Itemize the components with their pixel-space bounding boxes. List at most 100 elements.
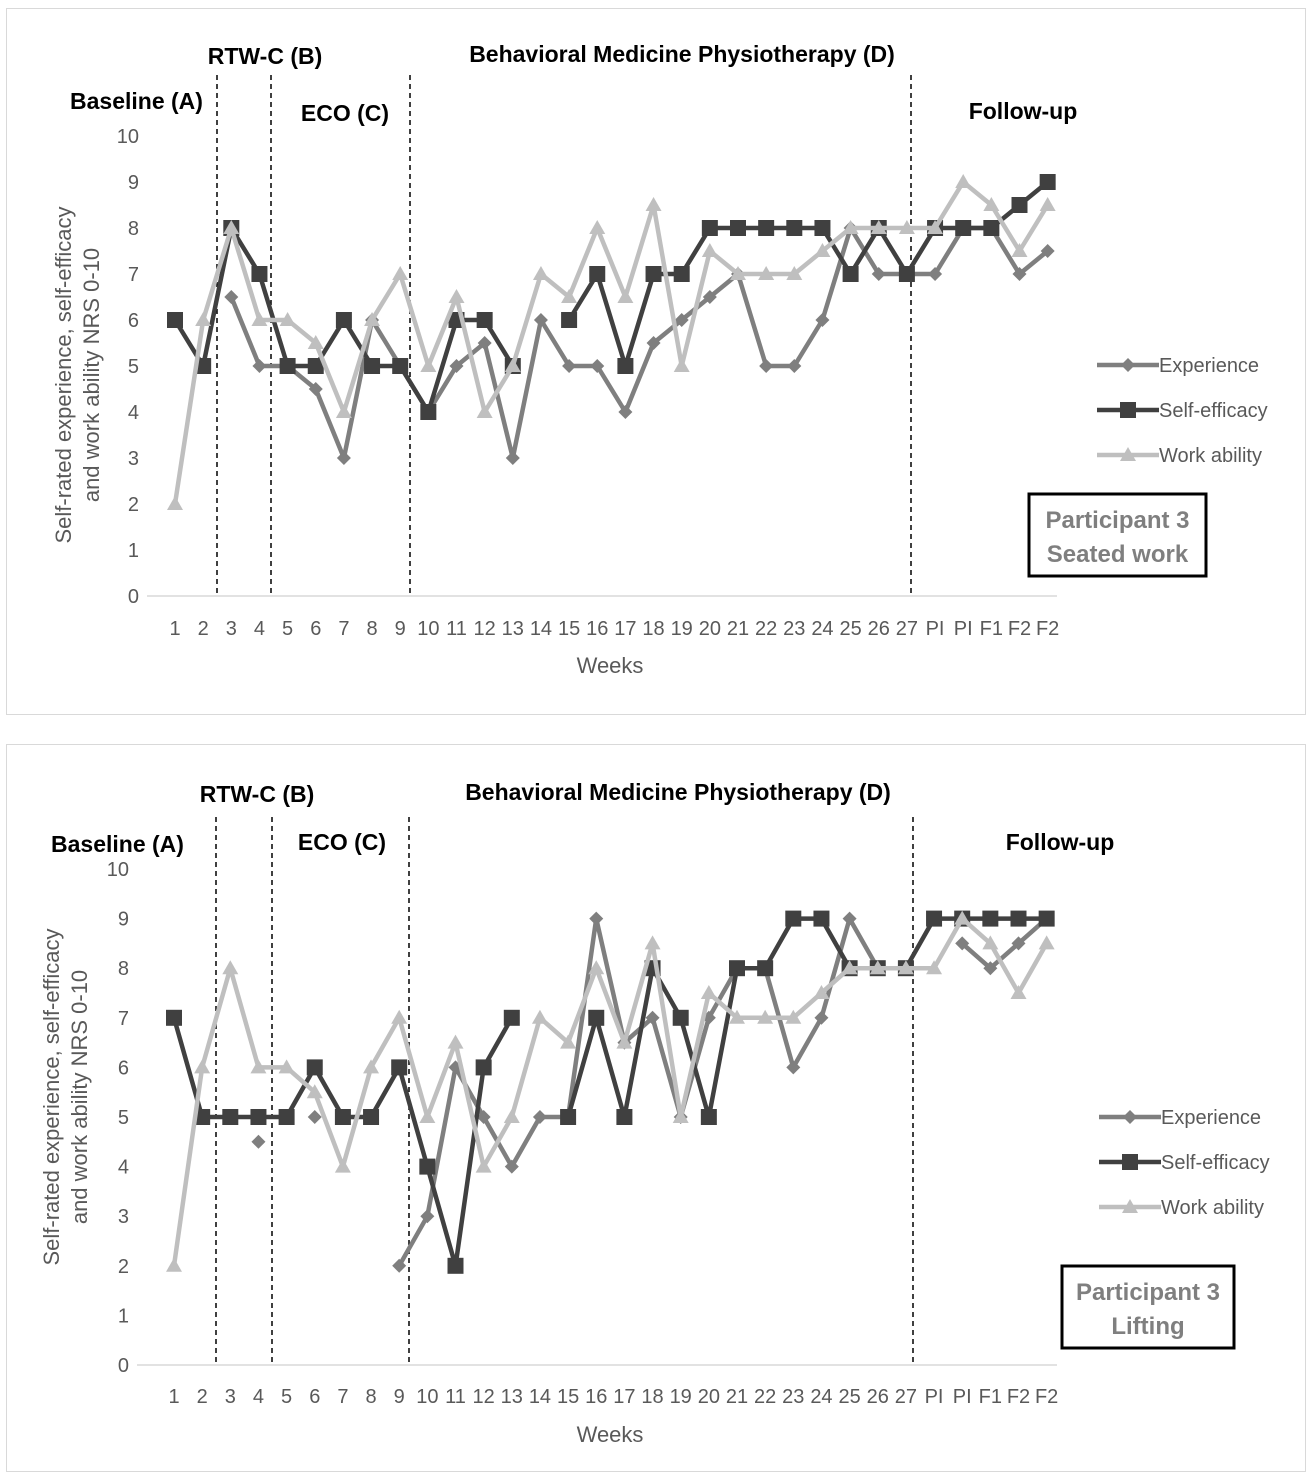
- x-tick-label: 22: [754, 1386, 776, 1408]
- x-tick-label: 15: [558, 618, 580, 640]
- data-point: [251, 266, 268, 282]
- data-point: [616, 1109, 633, 1125]
- chart-panel-seated-work: Self-rated experience, self-efficacy and…: [6, 8, 1306, 715]
- data-point: [757, 1009, 774, 1024]
- data-point: [926, 910, 943, 927]
- phase-boundaries: [215, 817, 914, 1365]
- x-tick-label: 23: [782, 1386, 804, 1408]
- data-point: [616, 1034, 633, 1049]
- legend-swatch-marker: [1123, 1110, 1137, 1124]
- data-point: [813, 985, 830, 999]
- data-point: [420, 1209, 435, 1224]
- x-tick-label: PI: [954, 618, 973, 640]
- data-point: [1010, 910, 1027, 927]
- chart-panel-lifting: Self-rated experience, self-efficacy and…: [6, 744, 1306, 1472]
- data-point: [167, 496, 183, 510]
- data-point: [814, 243, 831, 257]
- data-point: [589, 220, 606, 234]
- x-tick-label: 11: [445, 1386, 466, 1408]
- phase-label: Baseline (A): [51, 831, 184, 857]
- x-tick-label: 7: [337, 1386, 348, 1408]
- legend-label: Experience: [1161, 1107, 1261, 1129]
- data-point: [363, 1109, 380, 1125]
- y-tick-label: 7: [118, 1008, 129, 1030]
- data-point: [955, 936, 970, 951]
- x-tick-label: 25: [839, 618, 861, 640]
- data-point: [1012, 267, 1027, 281]
- data-point: [673, 358, 690, 372]
- data-point: [757, 960, 774, 977]
- data-point: [391, 1009, 408, 1024]
- data-point: [392, 1258, 407, 1273]
- x-tick-label: 13: [501, 1386, 523, 1408]
- data-point: [870, 220, 887, 234]
- y-tick-label: 5: [118, 1107, 129, 1129]
- y-axis-title-line1: Self-rated experience, self-efficacy: [39, 928, 64, 1265]
- x-tick-label: 16: [586, 618, 608, 640]
- data-point: [841, 960, 858, 975]
- x-tick-label: 24: [811, 618, 833, 640]
- legend-item: Experience: [1099, 1107, 1261, 1129]
- x-tick-label: PI: [953, 1386, 972, 1408]
- data-point: [448, 289, 465, 303]
- legend-item: Work ability: [1099, 1197, 1264, 1219]
- legend-label: Work ability: [1159, 445, 1262, 467]
- y-tick-label: 10: [117, 126, 139, 148]
- data-point: [531, 1009, 548, 1024]
- legend-item: Self-efficacy: [1099, 1152, 1270, 1174]
- series-line: [171, 916, 1049, 1267]
- data-point: [251, 1134, 266, 1149]
- data-point: [701, 220, 718, 236]
- phase-label: RTW-C (B): [200, 781, 315, 807]
- y-axis-title: Self-rated experience, self-efficacy and…: [51, 206, 104, 543]
- data-point: [786, 220, 803, 236]
- y-tick-label: 9: [128, 172, 139, 194]
- legend-label: Work ability: [1161, 1197, 1264, 1219]
- x-tick-label: 12: [473, 1386, 495, 1408]
- data-point: [224, 290, 239, 304]
- x-tick-label: 23: [783, 618, 805, 640]
- data-point: [449, 359, 464, 373]
- x-tick-label: 14: [530, 618, 552, 640]
- data-point: [336, 451, 351, 465]
- x-tick-label: 15: [557, 1386, 579, 1408]
- x-tick-label: 26: [868, 618, 890, 640]
- chart-svg-lifting: Self-rated experience, self-efficacy and…: [39, 779, 1270, 1447]
- data-point: [983, 961, 998, 976]
- data-point: [869, 960, 886, 975]
- y-axis-title: Self-rated experience, self-efficacy and…: [39, 928, 92, 1265]
- data-point: [672, 1109, 689, 1123]
- data-point: [307, 358, 324, 374]
- x-tick-label: F1: [979, 1386, 1002, 1408]
- data-point: [279, 312, 296, 326]
- data-point: [926, 960, 943, 975]
- data-point: [561, 312, 578, 328]
- data-point: [194, 1109, 211, 1125]
- y-tick-label: 0: [128, 586, 139, 608]
- y-tick-label: 7: [128, 264, 139, 286]
- phase-label: Follow-up: [1006, 829, 1115, 855]
- data-point: [645, 197, 662, 211]
- data-point: [364, 358, 381, 374]
- badge-text: Participant 3: [1076, 1279, 1220, 1306]
- data-point: [700, 1109, 717, 1125]
- data-point: [476, 1110, 491, 1124]
- data-point: [954, 910, 971, 925]
- legend-item: Experience: [1097, 355, 1259, 377]
- data-point: [983, 220, 1000, 236]
- x-tick-label: 19: [671, 618, 693, 640]
- x-tick-labels: 1 2 3 4 5 6 7 8 9 10 11 12 13 14 15 16 17 18 19 20 21 22 23 24 2…: [168, 1386, 1058, 1408]
- data-point: [674, 313, 689, 327]
- x-tick-label: 3: [225, 1386, 236, 1408]
- data-point: [419, 1158, 436, 1175]
- y-tick-label: 2: [128, 494, 139, 516]
- series-line: [229, 225, 1050, 461]
- data-point: [898, 266, 915, 282]
- badge-text: Lifting: [1111, 1313, 1184, 1340]
- badge-text: Seated work: [1047, 541, 1189, 568]
- data-point: [701, 243, 718, 257]
- legend-label: Self-efficacy: [1161, 1152, 1270, 1174]
- data-point: [842, 911, 857, 926]
- x-tick-label: 12: [474, 618, 496, 640]
- data-point: [1011, 243, 1028, 257]
